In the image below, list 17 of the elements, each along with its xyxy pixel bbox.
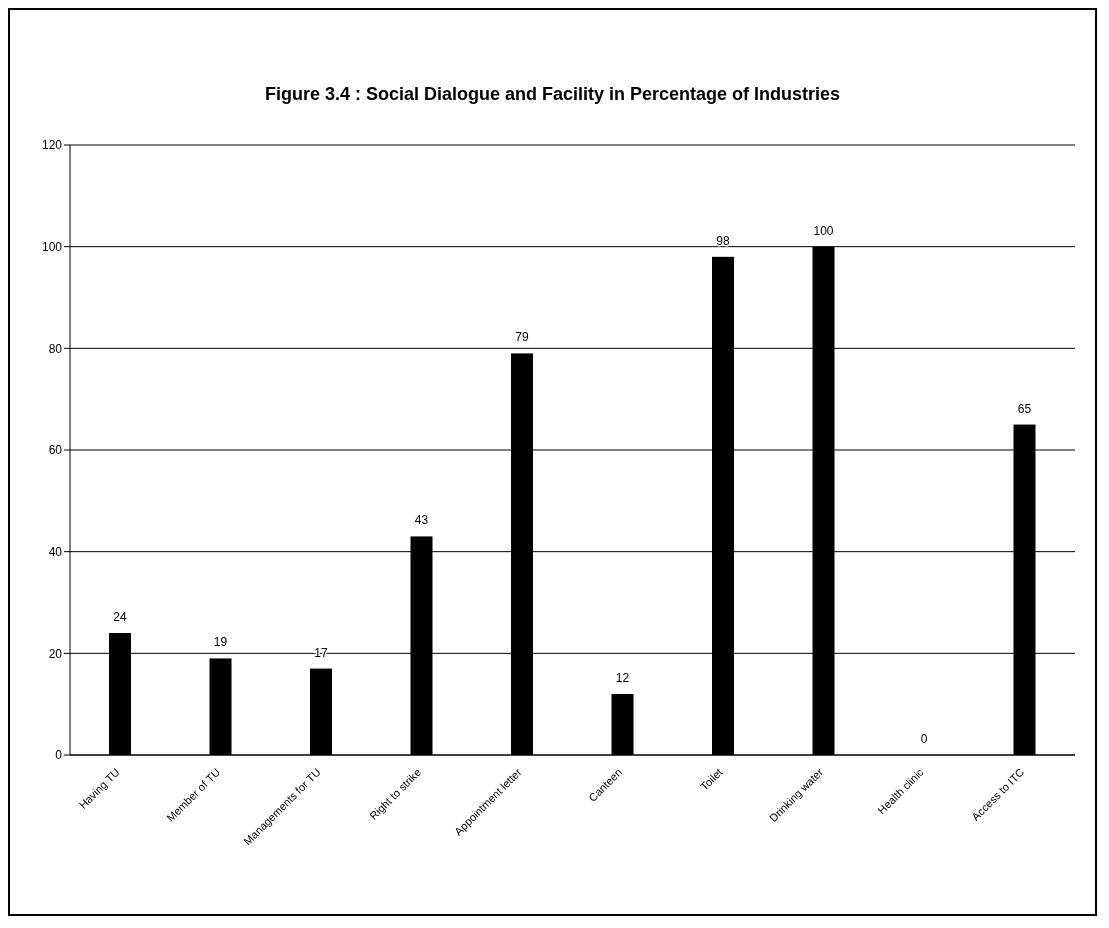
data-label: 0 — [920, 732, 928, 746]
data-label: 19 — [213, 635, 228, 650]
data-label: 79 — [515, 330, 529, 345]
chart-title: Figure 3.4 : Social Dialogue and Facility in Percentage of Industries — [263, 84, 842, 105]
y-tick-label: 120 — [41, 138, 63, 153]
data-label: 98 — [716, 233, 730, 248]
data-label: 43 — [414, 513, 429, 528]
y-tick-label: 80 — [48, 341, 63, 356]
data-label: 65 — [1017, 401, 1032, 416]
y-tick-label: 0 — [55, 748, 63, 763]
y-tick-label: 20 — [48, 646, 63, 661]
data-label: 24 — [113, 610, 127, 624]
data-label: 12 — [615, 671, 630, 685]
y-tick-label: 100 — [41, 239, 63, 254]
y-tick-label: 60 — [48, 443, 63, 458]
data-label: 100 — [813, 223, 834, 238]
y-tick-label: 40 — [48, 544, 63, 559]
